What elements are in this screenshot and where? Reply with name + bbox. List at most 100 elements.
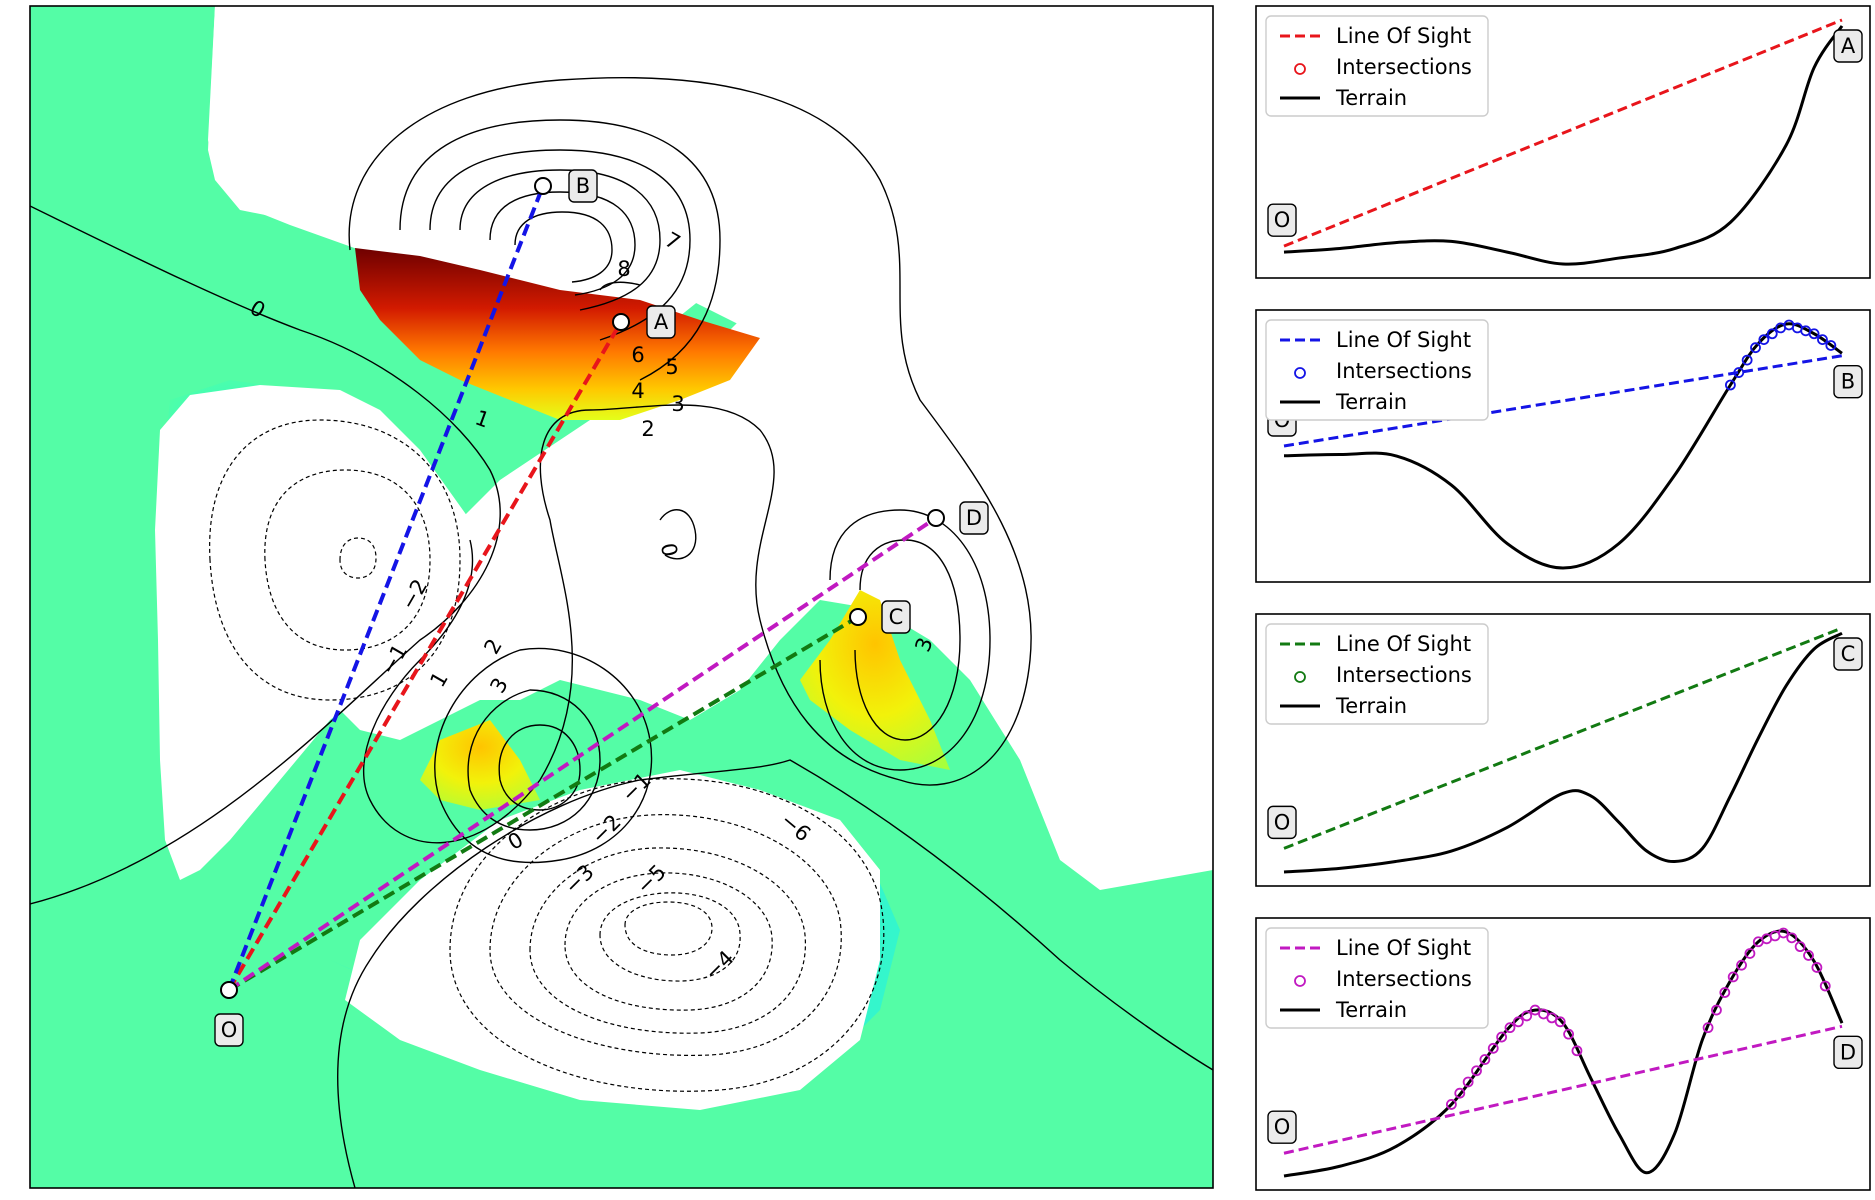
hidden-region-left	[155, 385, 500, 880]
intersection-marker	[1563, 1028, 1574, 1040]
contour-map-frame	[29, 5, 1214, 1189]
intersection-marker	[1496, 1031, 1508, 1043]
contour-hill-mid-2	[467, 689, 601, 831]
intersection-marker	[1504, 1022, 1516, 1034]
hidden-region-upper	[208, 6, 1213, 890]
line-of-sight-c	[227, 615, 860, 992]
profile-end-label: A	[1841, 34, 1856, 58]
contour-0-upper	[30, 205, 501, 905]
point-label-box	[1267, 203, 1297, 237]
legend-swatch-intersections	[1294, 367, 1306, 379]
terrain-line	[1283, 25, 1844, 266]
point-label-box	[1267, 805, 1297, 840]
line-of-sight	[1283, 626, 1843, 850]
legend: Line Of Sight Intersections Terrain	[1265, 623, 1489, 725]
points: O A B C D	[214, 169, 989, 1047]
intersection-marker	[1711, 1004, 1722, 1016]
point-label-box	[1267, 1110, 1297, 1144]
intersection-marker	[1479, 1054, 1491, 1065]
point-marker-b	[534, 177, 552, 195]
contour-neg-right-3	[529, 847, 806, 1034]
legend-label: Line Of Sight	[1336, 24, 1471, 48]
profile-end-label: D	[1840, 1040, 1856, 1064]
contour-neg-right-4	[564, 872, 773, 1011]
intersection-marker	[1462, 1076, 1474, 1088]
profile-panel-c: O C Line Of Sight Intersections Terrain	[1255, 613, 1871, 887]
contour-neg-right-1	[449, 778, 885, 1092]
legend-label: Intersections	[1336, 967, 1472, 991]
contour-label: 4	[631, 379, 644, 403]
point-label-box	[1833, 29, 1863, 63]
point-label-d: D	[966, 506, 982, 530]
contour-label: 0	[656, 541, 682, 558]
legend: Line Of Sight Intersections Terrain	[1265, 927, 1489, 1029]
profile-panels: O A Line Of Sight Intersections Terrain O B Lin…	[1255, 5, 1871, 1191]
intersection-marker	[1736, 959, 1747, 971]
intersection-marker	[1546, 1012, 1558, 1024]
contour-label: 3	[671, 392, 684, 416]
line-of-sight	[1283, 18, 1843, 248]
contour-neg-right-5	[599, 892, 741, 982]
point-label-a: A	[654, 310, 669, 334]
intersection-marker	[1446, 1099, 1457, 1110]
contour-hill-mid-3	[498, 724, 581, 811]
legend-label: Terrain	[1335, 86, 1407, 110]
intersection-marker	[1733, 367, 1745, 378]
legend-box	[1265, 927, 1489, 1029]
profile-end-label: B	[1841, 370, 1855, 394]
point-label-box	[881, 600, 911, 634]
intersection-marker	[1808, 328, 1820, 340]
legend-label: Terrain	[1335, 998, 1407, 1022]
contour-neg-left-1	[209, 419, 461, 701]
legend: Line Of Sight Intersections Terrain	[1265, 319, 1489, 421]
profile-end-label: C	[1841, 642, 1856, 666]
contour-6	[514, 211, 613, 283]
intersection-marker	[1529, 1004, 1541, 1016]
contour-small-0	[659, 509, 697, 560]
visible-hill-mid	[420, 720, 540, 810]
contour-4	[459, 169, 661, 311]
intersection-marker	[1487, 1042, 1499, 1054]
intersection-marker	[1741, 354, 1753, 366]
intersection-marker	[1719, 987, 1731, 998]
line-of-sight-d	[227, 516, 938, 992]
legend-label: Line Of Sight	[1336, 632, 1471, 656]
contour-hill-c-1	[819, 509, 991, 771]
point-marker-c	[849, 608, 867, 626]
contour-3	[429, 149, 691, 341]
legend-box	[1265, 319, 1489, 421]
intersection-marker	[1750, 342, 1761, 354]
point-label-box	[646, 305, 676, 339]
point-marker-d	[927, 509, 945, 527]
legend-label: Terrain	[1335, 390, 1407, 414]
contour-neg-right-2	[489, 814, 842, 1057]
profile-start-label: O	[1274, 1115, 1291, 1139]
point-label-box	[959, 501, 989, 535]
intersection-marker	[1758, 334, 1770, 346]
hidden-region-lower	[345, 770, 880, 1110]
intersection-marker	[1725, 379, 1736, 391]
legend-label: Intersections	[1336, 359, 1472, 383]
intersection-marker	[1817, 334, 1828, 346]
contour-neg-left-3	[339, 537, 377, 579]
profile-panel-d: O D Line Of Sight Intersections Terrain	[1255, 917, 1871, 1191]
intersection-marker	[1819, 980, 1831, 992]
lines-of-sight	[227, 185, 938, 992]
legend-label: Terrain	[1335, 694, 1407, 718]
intersection-marker	[1454, 1087, 1466, 1099]
contour-1-outer	[348, 76, 1032, 844]
intersection-marker	[1803, 950, 1814, 961]
line-of-sight	[1283, 1024, 1843, 1155]
line-of-sight-a	[227, 320, 623, 992]
point-marker-a	[612, 313, 630, 331]
intersection-marker	[1521, 1010, 1533, 1022]
contour-label: 8	[617, 257, 630, 281]
legend-label: Intersections	[1336, 55, 1472, 79]
legend-swatch-intersections	[1294, 975, 1306, 987]
legend-box	[1265, 15, 1489, 117]
intersection-marker	[1778, 927, 1789, 939]
contour-neg-right-6	[624, 901, 713, 956]
